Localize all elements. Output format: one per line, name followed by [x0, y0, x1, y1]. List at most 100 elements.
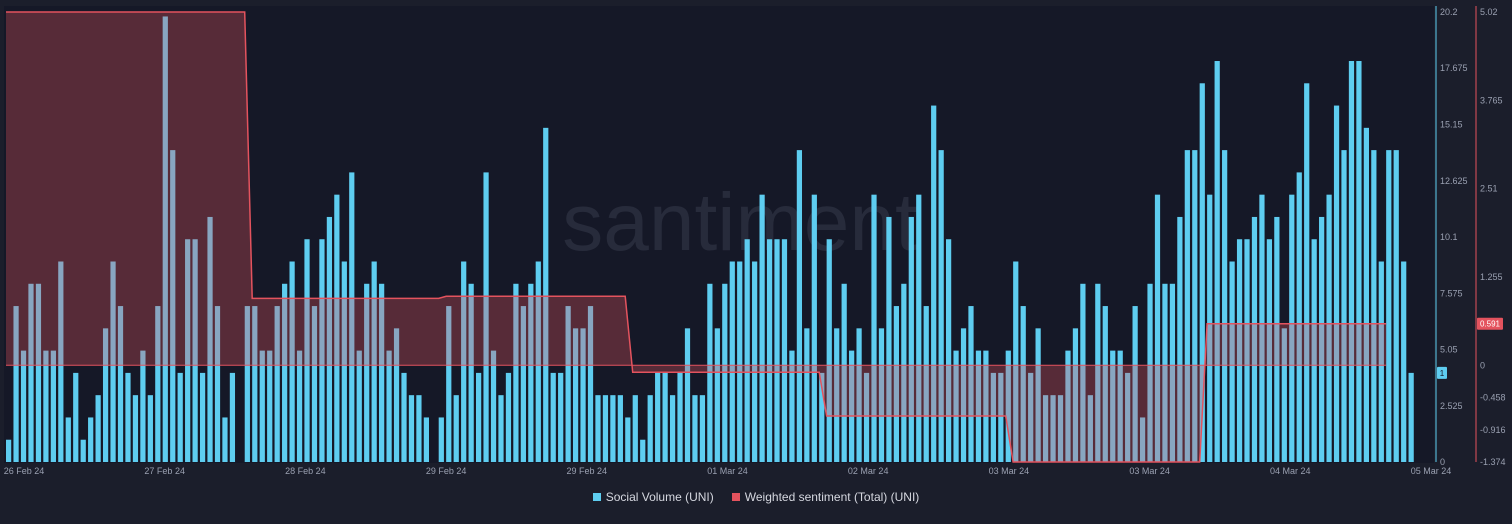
volume-bar [222, 417, 228, 462]
volume-bar [796, 150, 803, 462]
x-tick-label: 05 Mar 24 [1411, 466, 1452, 476]
volume-bar [416, 395, 422, 462]
volume-bar [960, 328, 967, 462]
volume-bar [1162, 283, 1168, 462]
volume-bar [371, 261, 377, 462]
right-tick-label: 5.02 [1480, 7, 1498, 17]
volume-bar [1035, 328, 1041, 462]
volume-bar [1281, 328, 1287, 462]
volume-value-badge [1437, 366, 1447, 379]
volume-bar [461, 261, 467, 462]
volume-bar [73, 372, 79, 462]
right-tick-label: 0 [1480, 360, 1485, 370]
volume-bar [595, 395, 601, 462]
volume-bar [1319, 216, 1325, 462]
right-tick-label: 2.51 [1480, 184, 1498, 194]
volume-bar [737, 261, 743, 462]
volume-bar [468, 283, 474, 462]
volume-bar [1199, 83, 1205, 462]
volume-bar [267, 350, 273, 462]
volume-bar [6, 439, 12, 462]
volume-bar [632, 395, 638, 462]
volume-bar [849, 350, 855, 462]
volume-bar [170, 150, 176, 462]
volume-bar [669, 395, 676, 462]
volume-bar [804, 328, 810, 462]
volume-bar [1184, 150, 1190, 462]
right-tick-label: -0.458 [1480, 393, 1506, 403]
volume-bar [88, 417, 94, 462]
volume-bar [580, 328, 586, 462]
volume-bar [1102, 306, 1108, 462]
legend-item-sentiment[interactable]: Weighted sentiment (Total) (UNI) [731, 490, 919, 504]
volume-bar [1125, 372, 1131, 462]
volume-bar [356, 350, 362, 462]
volume-bar [364, 283, 370, 462]
volume-bar [386, 350, 392, 462]
volume-bar [819, 372, 825, 462]
volume-bar [319, 239, 325, 462]
left-axis-ticks: 20.2 17.675 15.15 12.625 10.1 7.575 5.05 2.525 0 [1440, 7, 1468, 467]
volume-bar [296, 350, 303, 462]
x-tick-label: 04 Mar 24 [1270, 466, 1311, 476]
volume-bar [13, 306, 19, 462]
volume-bar [58, 261, 64, 462]
volume-bar [35, 283, 42, 462]
volume-bar [520, 306, 526, 462]
volume-bar [1154, 194, 1161, 463]
left-tick-label: 5.05 [1440, 345, 1458, 355]
sentiment-area [6, 11, 1387, 463]
volume-bar [1386, 150, 1392, 462]
volume-bar [192, 239, 198, 462]
volume-bar [878, 328, 885, 462]
sentiment-value-label: 0.591 [1480, 320, 1501, 329]
volume-bar [1274, 216, 1280, 462]
volume-bar [1192, 150, 1198, 462]
x-tick-label: 27 Feb 24 [144, 466, 185, 476]
volume-bar [550, 372, 556, 462]
volume-bar [834, 328, 840, 462]
volume-bar [1348, 61, 1355, 462]
volume-bar [1072, 328, 1079, 462]
volume-bar [1095, 283, 1101, 462]
volume-bar [393, 328, 400, 462]
volume-bar [1304, 83, 1310, 462]
volume-bar [543, 127, 549, 462]
left-tick-label: 17.675 [1440, 63, 1468, 73]
volume-bar [304, 239, 310, 462]
volume-bar [916, 194, 922, 463]
legend-item-volume[interactable]: Social Volume (UNI) [592, 490, 714, 504]
x-tick-label: 28 Feb 24 [285, 466, 326, 476]
volume-bar [886, 216, 892, 462]
volume-bar [1110, 350, 1116, 462]
volume-bar [20, 350, 27, 462]
volume-bar [1132, 306, 1138, 462]
volume-bar [893, 306, 899, 462]
volume-bar [908, 216, 914, 462]
left-tick-label: 12.625 [1440, 176, 1468, 186]
volume-bar [252, 306, 258, 462]
volume-bar [140, 350, 146, 462]
volume-bar [401, 372, 407, 462]
volume-bar [1408, 372, 1414, 462]
volume-bar [185, 239, 191, 462]
volume-bar [1244, 239, 1250, 462]
x-tick-label: 03 Mar 24 [1129, 466, 1170, 476]
legend-label-volume: Social Volume (UNI) [605, 490, 714, 504]
volume-bar [282, 283, 288, 462]
volume-bar [498, 395, 504, 462]
volume-bar [677, 372, 683, 462]
legend: Social Volume (UNI) Weighted sentiment (… [0, 490, 1512, 504]
volume-bar [1139, 417, 1146, 462]
volume-bar [490, 350, 497, 462]
volume-bar [334, 194, 340, 463]
volume-bar [162, 16, 168, 463]
volume-bar [1065, 350, 1071, 462]
volume-bar [528, 283, 534, 462]
x-tick-label: 26 Feb 24 [4, 466, 45, 476]
volume-bar [826, 239, 832, 462]
volume-bar [1057, 395, 1064, 462]
volume-bar [446, 306, 452, 462]
volume-bar [923, 306, 929, 462]
x-axis-ticks: 26 Feb 24 27 Feb 24 28 Feb 24 29 Feb 24 29 F… [4, 466, 1452, 476]
